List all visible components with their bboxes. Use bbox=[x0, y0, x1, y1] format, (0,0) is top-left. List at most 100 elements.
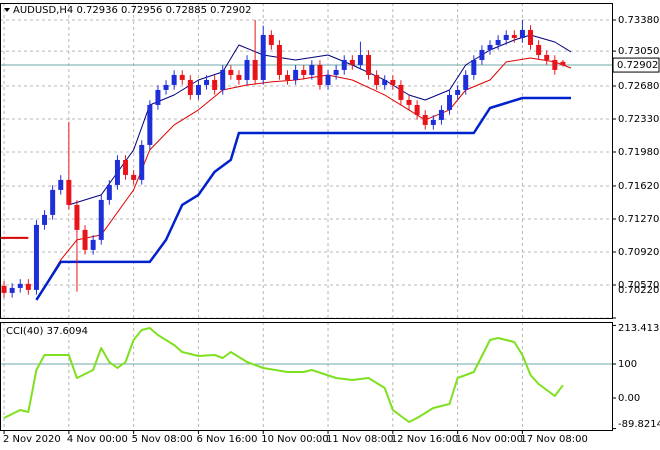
candle-body bbox=[195, 84, 201, 95]
candle-body bbox=[398, 84, 404, 100]
y-tick-label: 0.70220 bbox=[618, 285, 659, 296]
candle-body bbox=[382, 79, 388, 85]
candle-body bbox=[366, 54, 372, 75]
candle-body bbox=[511, 34, 517, 38]
y-tick-label: 0.70570 bbox=[618, 280, 659, 291]
candle-body bbox=[276, 44, 282, 75]
candle-body bbox=[74, 204, 80, 230]
axes: AUDUSD,H4 0.72936 0.72956 0.72885 0.7290… bbox=[0, 3, 660, 445]
x-tick-label: 2 Nov 2020 bbox=[3, 434, 61, 445]
y2-tick-label: 0.00 bbox=[618, 393, 640, 404]
x-tick-label: 17 Nov 08:00 bbox=[520, 434, 587, 445]
candle-body bbox=[123, 159, 129, 175]
y2-tick-label: -89.8214 bbox=[618, 419, 660, 430]
candle-body bbox=[98, 199, 104, 240]
candle-body bbox=[390, 79, 396, 85]
candle-body bbox=[1, 285, 7, 293]
candle-body bbox=[187, 79, 193, 95]
y-tick-label: 0.72330 bbox=[618, 114, 659, 125]
candle-body bbox=[406, 99, 412, 105]
open-value: 0.72936 bbox=[76, 5, 117, 16]
candle-body bbox=[536, 44, 542, 55]
candle-body bbox=[82, 229, 88, 250]
candle-body bbox=[66, 179, 72, 205]
candle-body bbox=[58, 179, 64, 190]
candle-body bbox=[285, 74, 291, 80]
candle-body bbox=[430, 119, 436, 125]
y-tick-label: 0.71980 bbox=[618, 147, 659, 158]
candle-body bbox=[349, 59, 355, 65]
candle-body bbox=[17, 283, 23, 288]
candle-body bbox=[552, 59, 558, 70]
candle-body bbox=[204, 79, 210, 85]
candle-body bbox=[341, 59, 347, 70]
candle-body bbox=[333, 69, 339, 75]
high-value: 0.72956 bbox=[121, 5, 162, 16]
candle-body bbox=[495, 39, 501, 45]
x-tick-label: 11 Nov 08:00 bbox=[326, 434, 393, 445]
header: AUDUSD,H4 0.72936 0.72956 0.72885 0.7290… bbox=[13, 5, 251, 16]
candle-body bbox=[317, 64, 323, 85]
x-tick-label: 4 Nov 00:00 bbox=[67, 434, 128, 445]
candle-body bbox=[114, 159, 120, 185]
candle-body bbox=[9, 287, 15, 293]
candle-body bbox=[228, 69, 234, 75]
x-tick-label: 10 Nov 00:00 bbox=[261, 434, 328, 445]
candle-body bbox=[90, 239, 96, 250]
candle-body bbox=[106, 184, 112, 200]
dropdown-icon[interactable] bbox=[4, 8, 10, 12]
y-tick-label: 0.70920 bbox=[618, 247, 659, 258]
candle-body bbox=[163, 84, 169, 90]
candle-body bbox=[42, 214, 48, 225]
candle-body bbox=[487, 44, 493, 50]
candle-body bbox=[463, 74, 469, 90]
candle-body bbox=[357, 54, 363, 65]
candle-body bbox=[147, 104, 153, 145]
candle-body bbox=[479, 49, 485, 60]
candle-body bbox=[519, 29, 525, 38]
candle-body bbox=[139, 144, 145, 180]
y-tick-label: 0.72680 bbox=[618, 81, 659, 92]
candle-body bbox=[544, 54, 550, 60]
candle-body bbox=[447, 94, 453, 110]
candle-body bbox=[220, 69, 226, 90]
main-panel-frame bbox=[0, 3, 613, 319]
cci-panel-frame bbox=[0, 322, 613, 431]
candle-body bbox=[155, 89, 161, 105]
candle-body bbox=[179, 74, 185, 80]
candle-body bbox=[25, 283, 31, 290]
x-tick-label: 6 Nov 16:00 bbox=[196, 434, 257, 445]
candle-body bbox=[309, 64, 315, 75]
y-tick-label: 0.71620 bbox=[618, 181, 659, 192]
candle-body bbox=[438, 109, 444, 120]
candle-body bbox=[244, 59, 250, 80]
candle-body bbox=[414, 104, 420, 115]
indicator-line bbox=[68, 34, 572, 206]
cci-header: CCI(40) 37.6094 bbox=[6, 326, 88, 337]
cci-line bbox=[3, 327, 564, 423]
candle-body bbox=[301, 69, 307, 75]
candle-body bbox=[50, 189, 56, 215]
candle-body bbox=[252, 59, 258, 80]
candle-body bbox=[422, 114, 428, 125]
candle-body bbox=[33, 224, 39, 290]
candle-body bbox=[268, 34, 274, 45]
x-tick-label: 12 Nov 16:00 bbox=[391, 434, 458, 445]
candle-body bbox=[236, 74, 242, 80]
last-price-label: 0.72902 bbox=[617, 60, 658, 71]
y-tick-label: 0.73050 bbox=[618, 46, 659, 57]
candle-body bbox=[471, 59, 477, 75]
low-value: 0.72885 bbox=[166, 5, 207, 16]
candle-body bbox=[528, 29, 534, 45]
x-tick-label: 16 Nov 00:00 bbox=[456, 434, 523, 445]
candle-body bbox=[374, 74, 380, 85]
x-tick-label: 5 Nov 08:00 bbox=[132, 434, 193, 445]
last-price-box bbox=[612, 57, 660, 73]
y2-tick-label: 213.413 bbox=[618, 323, 659, 334]
cci-value: 37.6094 bbox=[47, 326, 88, 337]
candle-body bbox=[503, 34, 509, 40]
candle-body bbox=[260, 34, 266, 80]
candle-body bbox=[560, 61, 566, 66]
y-tick-label: 0.71270 bbox=[618, 214, 659, 225]
